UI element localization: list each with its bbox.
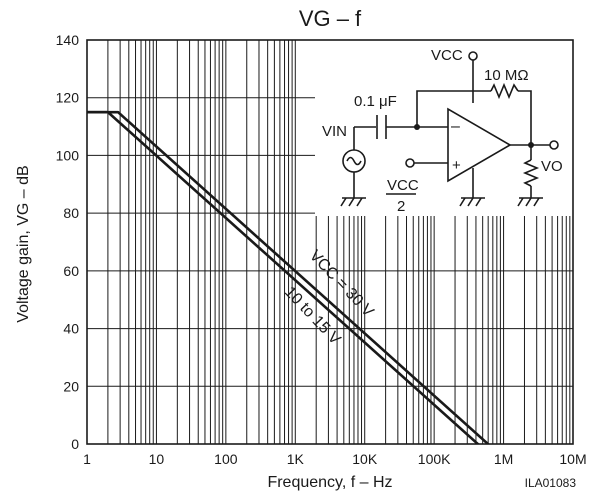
feedback-resistor [490, 82, 519, 100]
y-tick-label: 40 [63, 321, 79, 337]
bias-numerator: VCC [387, 177, 419, 194]
y-tick-label: 80 [63, 205, 79, 221]
feedback-wire-right [518, 90, 532, 145]
sine-glyph [346, 156, 362, 166]
ground-icon [517, 197, 543, 207]
y-tick-label: 100 [56, 147, 80, 163]
circuit-inset-background [315, 40, 573, 216]
vcc-label: VCC [431, 47, 463, 64]
input-cap-label: 0.1 μF [354, 93, 397, 110]
y-tick-label: 20 [63, 378, 79, 394]
x-tick-label: 1M [494, 451, 513, 467]
series-line-1 [87, 110, 480, 444]
bias-denominator: 2 [397, 198, 405, 215]
figure-code: ILA01083 [525, 476, 577, 490]
plot-frame [86, 39, 574, 445]
vout-label: VO [541, 158, 563, 175]
feedback-resistor-label: 10 MΩ [484, 67, 529, 84]
vin-label: VIN [322, 123, 347, 140]
y-tick-label: 0 [71, 436, 79, 452]
ground-icon [459, 197, 485, 207]
x-tick-label: 10 [149, 451, 165, 467]
inverting-sign: – [451, 118, 460, 135]
vout-terminal [549, 140, 559, 150]
circuit-inset: VCC 10 MΩ 0.1 μF VIN – + VC [315, 40, 573, 216]
x-tick-label: 100 [214, 451, 238, 467]
x-tick-label: 1 [83, 451, 91, 467]
y-axis-label: Voltage gain, VG – dB [15, 165, 32, 322]
x-tick-label: 10K [352, 451, 378, 467]
load-resistor [522, 159, 540, 187]
junction-dot-input [414, 124, 420, 130]
tick-labels: 1 10 100 1K 10K 100K 1M 10M 0 20 40 60 80 100 120 140 [56, 32, 587, 467]
x-tick-label: 10M [559, 451, 586, 467]
y-tick-label: 60 [63, 263, 79, 279]
feedback-wire-left [416, 90, 491, 127]
chart-title: VG – f [299, 6, 362, 31]
opamp-icon [447, 107, 512, 183]
x-axis-label: Frequency, f – Hz [267, 474, 392, 491]
y-tick-label: 120 [56, 90, 80, 106]
ground-icon [340, 197, 366, 207]
series-lines [87, 110, 490, 444]
y-tick-label: 140 [56, 32, 80, 48]
x-tick-label: 1K [287, 451, 305, 467]
noninverting-sign: + [452, 157, 461, 174]
x-tick-label: 100K [418, 451, 451, 467]
